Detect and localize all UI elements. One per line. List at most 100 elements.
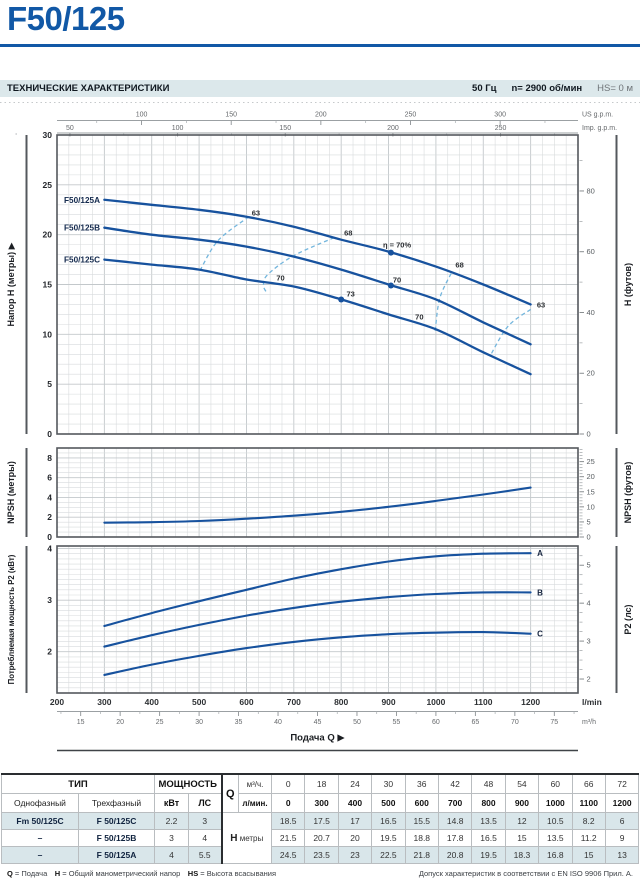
left-axis-label: NPSH (метры)	[6, 461, 16, 524]
lmin-value: 1000	[538, 793, 573, 813]
m3h-value: 60	[538, 773, 573, 794]
head-value: 23	[337, 846, 373, 864]
right-axis-tick: 5	[587, 561, 591, 570]
h-q-plot: 0 5 10 15 20 25 30 0 20 40 60 80 Напор H (метры) ▶ H …	[6, 130, 633, 439]
lmin-value: 800	[471, 793, 506, 813]
left-axis-tick: 4	[47, 492, 52, 502]
m3h-tick: 50	[353, 719, 361, 726]
three-phase-header: Трехфазный	[78, 793, 155, 813]
head-value: 19.5	[371, 829, 406, 847]
m3h-tick: 15	[77, 719, 85, 726]
head-value: 17	[337, 812, 373, 830]
grid	[57, 546, 578, 693]
curve-name-label: F50/125A	[64, 196, 100, 205]
m3h-tick: 25	[156, 719, 164, 726]
hp-value: 4	[188, 829, 222, 847]
m3h-value: 54	[504, 773, 540, 794]
m3h-unit: м³/ч.	[238, 773, 272, 794]
m3h-value: 72	[604, 773, 640, 794]
head-value: 20.7	[304, 829, 339, 847]
frequency-value: 50 Гц	[472, 83, 497, 94]
head-value: 10.5	[538, 812, 573, 830]
efficiency-arc	[262, 237, 335, 294]
right-axis-tick: 0	[587, 430, 591, 439]
head-value: 20.8	[437, 846, 473, 864]
left-axis-tick: 10	[43, 329, 53, 339]
m3h-tick: 30	[195, 719, 203, 726]
left-axis-label: Потребляемая мощность P2 (кВт)	[7, 554, 16, 684]
lmin-tick: 200	[50, 697, 64, 707]
left-axis-tick: 8	[47, 453, 52, 463]
lmin-value: 700	[437, 793, 473, 813]
right-axis-tick: 15	[587, 487, 595, 496]
curve-f50-125c	[103, 258, 532, 376]
right-axis-tick: 80	[587, 186, 595, 195]
lmin-value: 500	[371, 793, 406, 813]
efficiency-arc	[489, 308, 532, 357]
efficiency-label: 70	[415, 312, 423, 321]
m3h-value: 24	[337, 773, 373, 794]
page-title: F50/125	[7, 0, 125, 37]
footnote-tolerance: Допуск характеристик в соответствии с EN…	[418, 869, 633, 878]
m3h-value: 30	[371, 773, 406, 794]
speed-value: n= 2900 об/мин	[511, 83, 583, 94]
table-row: Fm 50/125C F 50/125C 2.2 3 H метры 18.5 17.5 17…	[1, 812, 640, 864]
left-axis-tick: 20	[43, 230, 53, 240]
imp-gpm-unit: Imp. g.p.m.	[582, 125, 617, 132]
head-value: 16.5	[371, 812, 406, 830]
p2-curve-b	[103, 591, 532, 648]
left-axis-tick: 0	[47, 429, 52, 439]
kw-header: кВт	[154, 793, 189, 813]
m3h-tick: 60	[432, 719, 440, 726]
header-bar: ТЕХНИЧЕСКИЕ ХАРАКТЕРИСТИКИ 50 Гц n= 2900…	[0, 80, 640, 97]
power-header: МОЩНОСТЬ	[154, 773, 222, 794]
plot-border	[56, 134, 579, 435]
m3h-tick: 70	[511, 719, 519, 726]
lmin-tick: 1000	[426, 697, 445, 707]
plot-border	[56, 545, 579, 694]
m3h-tick: 45	[314, 719, 322, 726]
p2-curve-label: A	[537, 549, 543, 558]
m3h-value: 0	[270, 773, 306, 794]
table-row: – F 50/125A 4 5.5 24.5 23.5 23 22.5 21.8 20.8 19.5…	[1, 846, 640, 864]
lmin-tick: 600	[239, 697, 253, 707]
footnote-text: = Подача	[12, 869, 55, 878]
hp-value: 5.5	[188, 846, 222, 864]
imp-gpm-tick: 50	[66, 125, 74, 132]
footnotes: Q = Подача H = Общий манометрический нап…	[0, 869, 640, 878]
kw-value: 3	[154, 829, 189, 847]
lmin-tick: 900	[381, 697, 395, 707]
head-value: 8.2	[571, 812, 606, 830]
lmin-tick: 1200	[521, 697, 540, 707]
head-value: 21.8	[404, 846, 439, 864]
header-specs: 50 Гц n= 2900 об/мин HS= 0 м	[472, 83, 633, 94]
lmin-tick: 300	[97, 697, 111, 707]
left-axis-tick: 15	[43, 280, 53, 290]
head-value: 16.5	[471, 829, 506, 847]
curve-f50-125a	[103, 198, 532, 306]
right-axis-label: H (футов)	[623, 263, 633, 306]
m3h-tick: 20	[116, 719, 124, 726]
curve-name-label: F50/125C	[64, 256, 100, 265]
efficiency-label: 63	[537, 300, 545, 309]
us-gpm-tick: 150	[225, 112, 237, 119]
kw-value: 4	[154, 846, 189, 864]
right-axis-tick: 20	[587, 472, 595, 481]
lmin-unit: l/min	[582, 697, 602, 707]
q-header: Q	[220, 773, 239, 813]
head-value: 22.5	[371, 846, 406, 864]
bep-dot	[387, 249, 394, 256]
lmin-unit: л/мин.	[238, 793, 272, 813]
top-flow-scales: 100 150 200 250 300 US g.p.m. 50 100 150 200 250 Im…	[15, 112, 617, 137]
single-phase-header: Однофазный	[1, 793, 79, 813]
m3h-value: 48	[471, 773, 506, 794]
right-axis-tick: 25	[587, 457, 595, 466]
lmin-value: 300	[304, 793, 339, 813]
p2-curve-a	[103, 552, 532, 627]
left-axis-tick: 0	[47, 532, 52, 542]
right-axis-label: P2 (лс)	[623, 604, 633, 634]
grid	[57, 448, 578, 537]
m3h-tick: 55	[393, 719, 401, 726]
footnote-text: = Общий манометрический напор	[60, 869, 188, 878]
